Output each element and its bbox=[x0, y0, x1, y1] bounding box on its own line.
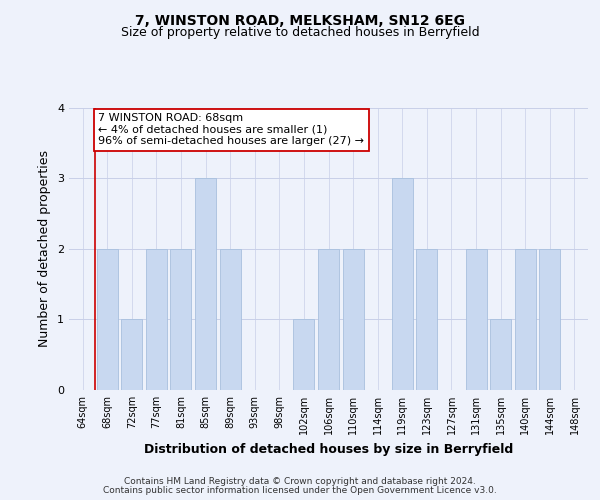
Bar bbox=[195, 178, 216, 390]
Text: Contains public sector information licensed under the Open Government Licence v3: Contains public sector information licen… bbox=[103, 486, 497, 495]
Bar bbox=[220, 249, 241, 390]
Bar bbox=[121, 320, 142, 390]
Bar bbox=[392, 178, 413, 390]
Bar bbox=[490, 320, 511, 390]
Bar bbox=[539, 249, 560, 390]
Bar bbox=[293, 320, 314, 390]
Text: Contains HM Land Registry data © Crown copyright and database right 2024.: Contains HM Land Registry data © Crown c… bbox=[124, 477, 476, 486]
Text: 7 WINSTON ROAD: 68sqm
← 4% of detached houses are smaller (1)
96% of semi-detach: 7 WINSTON ROAD: 68sqm ← 4% of detached h… bbox=[98, 113, 364, 146]
Bar bbox=[416, 249, 437, 390]
Text: Size of property relative to detached houses in Berryfield: Size of property relative to detached ho… bbox=[121, 26, 479, 39]
Bar bbox=[515, 249, 536, 390]
Bar bbox=[343, 249, 364, 390]
Bar bbox=[318, 249, 339, 390]
Bar bbox=[466, 249, 487, 390]
Bar bbox=[97, 249, 118, 390]
Text: 7, WINSTON ROAD, MELKSHAM, SN12 6EG: 7, WINSTON ROAD, MELKSHAM, SN12 6EG bbox=[135, 14, 465, 28]
Y-axis label: Number of detached properties: Number of detached properties bbox=[38, 150, 52, 348]
Bar bbox=[146, 249, 167, 390]
Bar bbox=[170, 249, 191, 390]
X-axis label: Distribution of detached houses by size in Berryfield: Distribution of detached houses by size … bbox=[144, 442, 513, 456]
